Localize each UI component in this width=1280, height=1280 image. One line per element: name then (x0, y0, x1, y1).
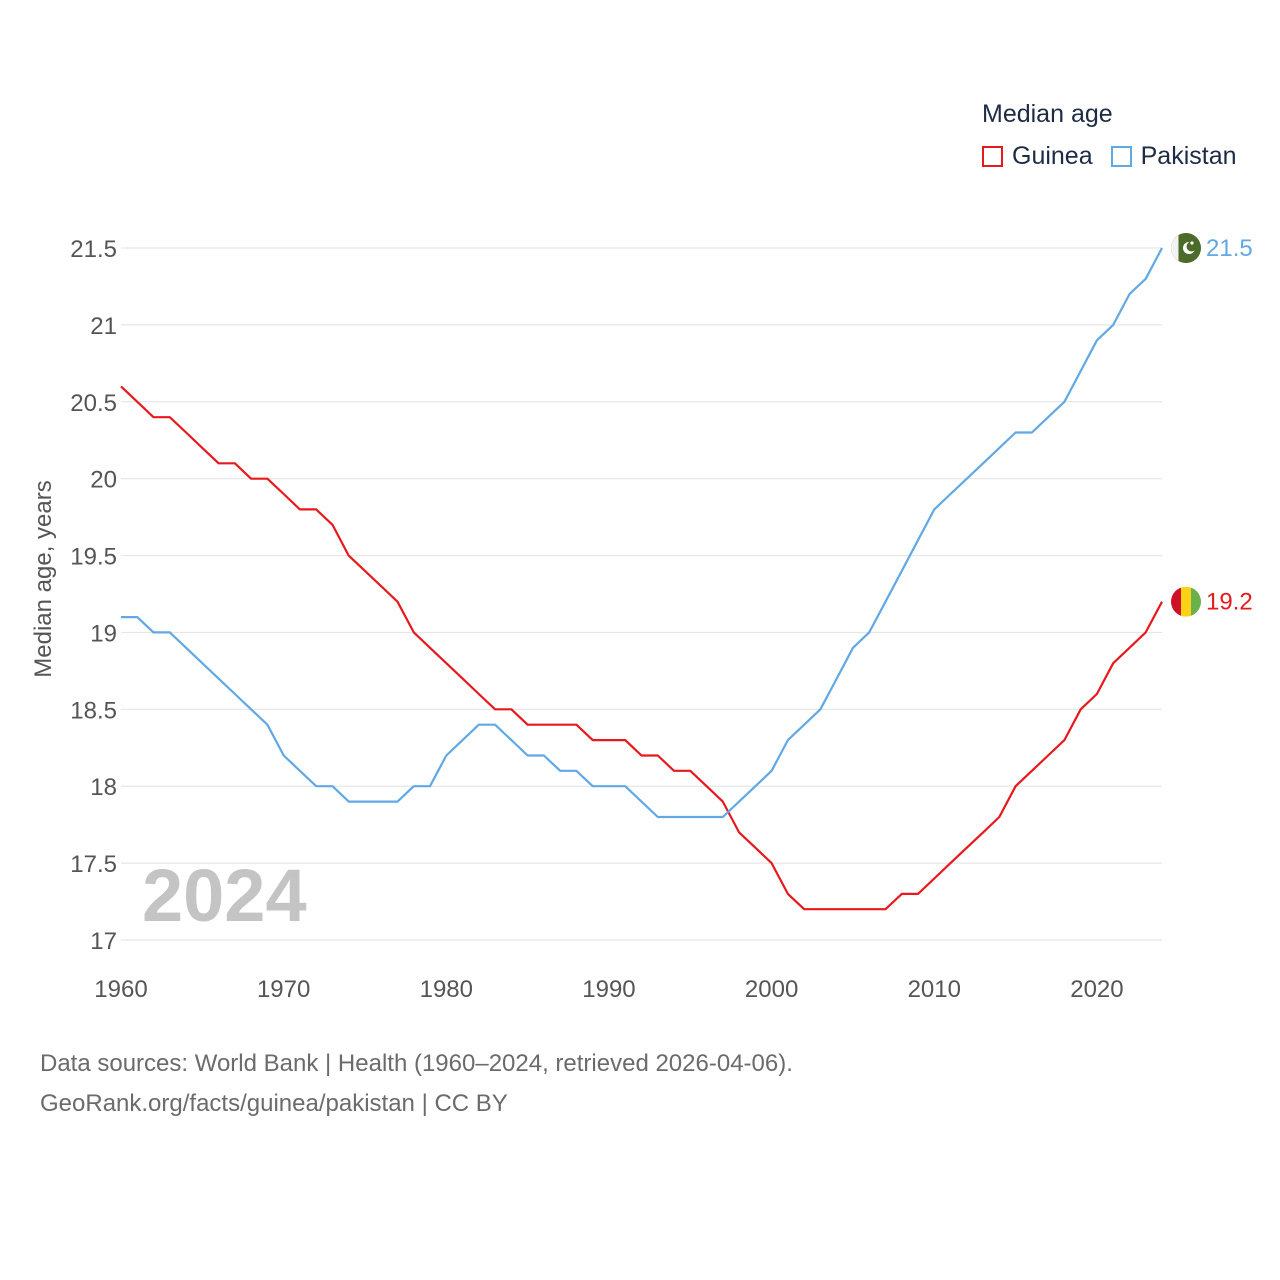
legend: Guinea Pakistan (982, 142, 1255, 171)
end-markers: 19.2 21.5 (1171, 233, 1253, 617)
x-tick-label: 1990 (582, 976, 635, 1003)
legend-label-pakistan: Pakistan (1140, 142, 1237, 170)
footer-link[interactable]: GeoRank.org/facts/guinea/pakistan | CC B… (40, 1090, 508, 1117)
series-line-pakistan[interactable] (121, 247, 1163, 819)
x-tick-label: 2010 (908, 976, 961, 1003)
y-tick-label: 18.5 (70, 697, 117, 724)
end-value-label-guinea: 19.2 (1206, 589, 1253, 616)
y-tick-label: 19 (90, 620, 117, 647)
legend-title: Median age (982, 100, 1113, 128)
legend-item-pakistan[interactable]: Pakistan (1110, 142, 1237, 171)
x-tick-label: 1970 (257, 976, 310, 1003)
legend-swatch-pakistan (1110, 146, 1132, 167)
flag-icon-guinea (1171, 586, 1201, 617)
y-tick-label: 19.5 (70, 544, 117, 571)
y-tick-label: 20.5 (70, 390, 117, 417)
series-line-guinea[interactable] (120, 385, 1163, 911)
x-tick-label: 2000 (745, 976, 798, 1003)
y-tick-label: 21.5 (70, 236, 117, 263)
legend-swatch-guinea (982, 146, 1003, 167)
x-tick-label: 1960 (94, 976, 147, 1003)
year-overlay: 2024 (142, 854, 307, 937)
flag-icon-pakistan (1171, 233, 1201, 263)
y-tick-label: 17 (90, 928, 117, 955)
legend-label-guinea: Guinea (1012, 142, 1093, 170)
y-tick-label: 18 (90, 774, 117, 801)
y-tick-label: 17.5 (70, 851, 117, 878)
end-value-label-pakistan: 21.5 (1206, 235, 1253, 262)
y-tick-labels: 17 17.5 18 18.5 19 19.5 20 20.5 21 21.5 (70, 236, 117, 955)
y-tick-label: 21 (90, 313, 117, 340)
legend-item-guinea[interactable]: Guinea (982, 142, 1093, 171)
y-tick-label: 20 (90, 467, 117, 494)
x-tick-label: 1980 (420, 976, 473, 1003)
x-tick-labels: 1960 1970 1980 1990 2000 2010 2020 (94, 976, 1123, 1003)
y-axis-label: Median age, years (30, 480, 57, 677)
footer: Data sources: World Bank | Health (1960–… (40, 1044, 793, 1124)
series-lines (120, 247, 1163, 911)
x-tick-label: 2020 (1070, 976, 1123, 1003)
footer-sources: Data sources: World Bank | Health (1960–… (40, 1050, 793, 1077)
grid-lines (121, 247, 1162, 941)
